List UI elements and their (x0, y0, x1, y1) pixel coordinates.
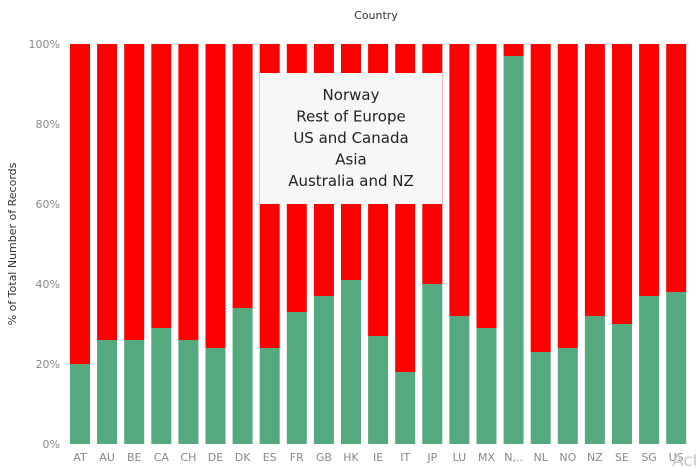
activate-watermark: Acti (672, 451, 696, 468)
overlay-list-item[interactable]: Australia and NZ (288, 172, 414, 190)
overlay-list-item[interactable]: Rest of Europe (296, 108, 405, 126)
bar-segment-nl-0[interactable] (530, 352, 551, 444)
selection-overlay-box[interactable] (260, 73, 442, 204)
overlay-list-item[interactable]: Norway (323, 86, 380, 104)
x-tick-label: HK (343, 451, 359, 464)
bar-segment-nl-1[interactable] (530, 44, 551, 352)
x-tick-label: AT (73, 451, 87, 464)
x-tick-label: GB (316, 451, 332, 464)
bar-segment-at-1[interactable] (70, 44, 90, 364)
bar-segment-de-1[interactable] (205, 44, 226, 348)
x-tick-label: MX (478, 451, 495, 464)
bar-segment-dk-0[interactable] (232, 308, 253, 444)
x-tick-label: LU (453, 451, 467, 464)
bar-segment-mx-1[interactable] (476, 44, 497, 328)
x-tick-label: IE (373, 451, 383, 464)
bar-segment-n-1[interactable] (503, 44, 524, 56)
bar-segment-de-0[interactable] (205, 348, 226, 444)
y-axis-title: % of Total Number of Records (6, 162, 19, 325)
overlay-list-item[interactable]: Asia (335, 151, 366, 169)
y-tick-label: 100% (29, 38, 60, 51)
bar-segment-no-0[interactable] (557, 348, 578, 444)
x-tick-label: CA (154, 451, 170, 464)
bar-segment-be-1[interactable] (124, 44, 145, 340)
bar-segment-it-0[interactable] (395, 372, 416, 444)
bar-segment-fr-0[interactable] (286, 312, 307, 444)
y-tick-label: 80% (36, 118, 60, 131)
overlay-list-item[interactable]: US and Canada (293, 129, 408, 147)
bar-segment-sg-0[interactable] (639, 296, 660, 444)
bar-segment-au-0[interactable] (97, 340, 118, 444)
bar-segment-dk-1[interactable] (232, 44, 253, 308)
y-tick-labels: 0% 20% 40% 60% 80% 100% (29, 38, 60, 451)
x-tick-label: N,.. (504, 451, 523, 464)
bar-segment-es-0[interactable] (259, 348, 280, 444)
selection-overlay[interactable]: Norway Rest of Europe US and Canada Asia Aus… (260, 73, 442, 204)
bar-segment-sg-1[interactable] (639, 44, 660, 296)
bar-segment-no-1[interactable] (557, 44, 578, 348)
bar-segment-hk-0[interactable] (341, 280, 361, 444)
bar-segment-lu-0[interactable] (449, 316, 470, 444)
bar-segment-be-0[interactable] (124, 340, 145, 444)
bar-segment-au-1[interactable] (97, 44, 118, 340)
bar-segment-lu-1[interactable] (449, 44, 470, 316)
bar-segment-ch-0[interactable] (178, 340, 199, 444)
bar-segment-ch-1[interactable] (178, 44, 199, 340)
bar-segment-at-0[interactable] (70, 364, 90, 444)
x-tick-label: CH (180, 451, 196, 464)
bar-segment-us-0[interactable] (666, 292, 687, 444)
x-tick-label: NO (559, 451, 576, 464)
x-tick-label: DK (235, 451, 251, 464)
x-tick-label: US (669, 451, 684, 464)
bar-segment-se-1[interactable] (612, 44, 632, 324)
x-tick-label: SE (615, 451, 629, 464)
x-tick-label: BE (127, 451, 142, 464)
bar-segment-gb-0[interactable] (313, 296, 334, 444)
x-tick-label: AU (99, 451, 115, 464)
x-tick-label: IT (400, 451, 410, 464)
x-tick-labels: AT AU BE CA CH DE DK ES FR GB HK IE IT JP LU MX N,.. NL NO… (73, 451, 683, 464)
bar-segment-ie-0[interactable] (368, 336, 389, 444)
x-tick-label: FR (290, 451, 304, 464)
x-tick-label: ES (263, 451, 277, 464)
bar-segment-jp-0[interactable] (422, 284, 443, 444)
y-tick-label: 40% (36, 278, 60, 291)
x-tick-label: NL (534, 451, 549, 464)
x-tick-label: SG (641, 451, 657, 464)
bar-segment-ca-1[interactable] (151, 44, 172, 328)
bar-segment-mx-0[interactable] (476, 328, 497, 444)
y-tick-label: 0% (43, 438, 60, 451)
chart-title: Country (354, 9, 398, 22)
y-tick-label: 20% (36, 358, 60, 371)
bar-segment-n-0[interactable] (503, 56, 524, 444)
x-tick-label: NZ (587, 451, 603, 464)
bar-segment-nz-0[interactable] (584, 316, 605, 444)
bar-segment-nz-1[interactable] (584, 44, 605, 316)
x-tick-label: JP (426, 451, 437, 464)
bar-segment-ca-0[interactable] (151, 328, 172, 444)
y-tick-label: 60% (36, 198, 60, 211)
x-tick-label: DE (208, 451, 223, 464)
bar-segment-se-0[interactable] (612, 324, 632, 444)
bar-segment-us-1[interactable] (666, 44, 687, 292)
